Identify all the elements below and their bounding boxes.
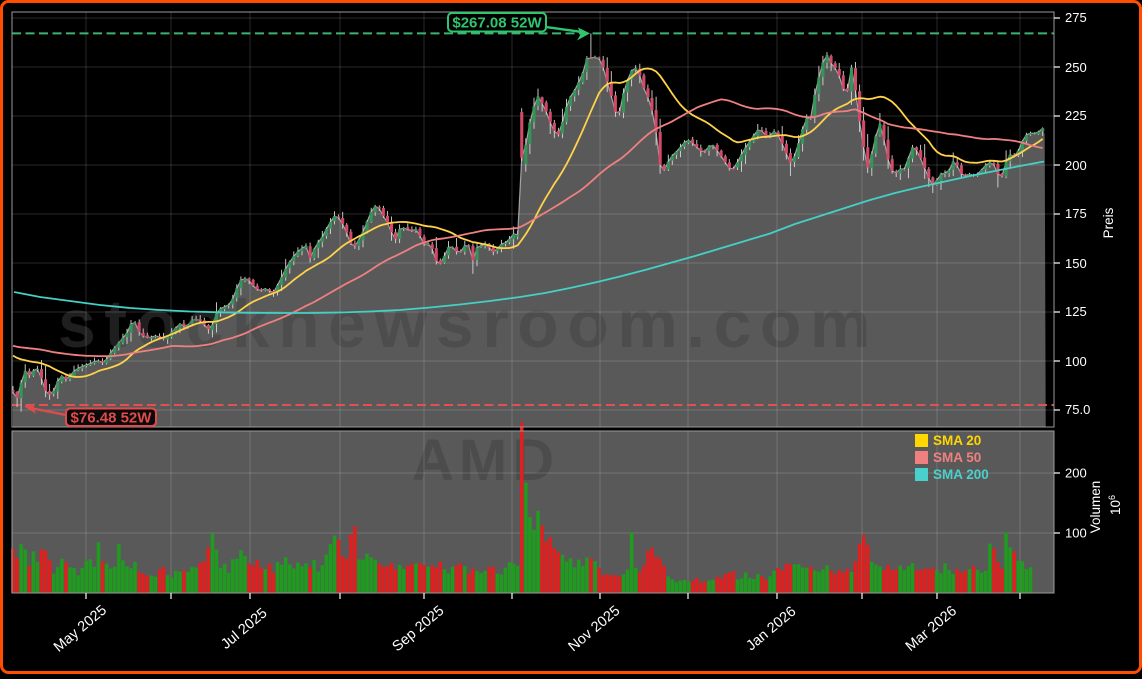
svg-text:250: 250	[1065, 60, 1087, 75]
svg-text:SMA 20: SMA 20	[933, 433, 981, 448]
svg-text:200: 200	[1065, 158, 1087, 173]
svg-text:106: 106	[1107, 495, 1123, 515]
svg-text:100: 100	[1065, 526, 1087, 541]
svg-text:75.0: 75.0	[1065, 402, 1090, 417]
svg-text:125: 125	[1065, 304, 1087, 319]
svg-text:$267.08 52W: $267.08 52W	[452, 15, 542, 32]
svg-text:Preis: Preis	[1101, 207, 1116, 238]
svg-text:150: 150	[1065, 256, 1087, 271]
svg-text:200: 200	[1065, 466, 1087, 481]
svg-text:275: 275	[1065, 10, 1087, 25]
svg-text:175: 175	[1065, 206, 1087, 221]
svg-text:225: 225	[1065, 108, 1087, 123]
svg-text:AMD: AMD	[412, 428, 559, 493]
svg-text:SMA 50: SMA 50	[933, 450, 981, 465]
svg-text:Volumen: Volumen	[1088, 481, 1103, 534]
svg-text:SMA 200: SMA 200	[933, 467, 989, 482]
svg-text:100: 100	[1065, 354, 1087, 369]
svg-text:$76.48 52W: $76.48 52W	[71, 410, 153, 427]
